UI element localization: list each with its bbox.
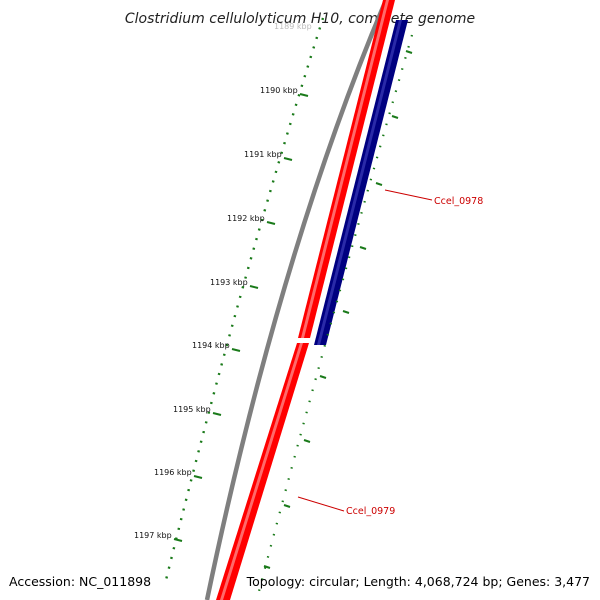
topology-text: Topology: circular; Length: 4,068,724 bp… bbox=[246, 574, 590, 589]
accession-text: Accession: NC_011898 bbox=[9, 574, 151, 589]
tick-label-top-partial: 1189 kbp bbox=[274, 22, 312, 31]
inner-major-ticks bbox=[173, 93, 309, 542]
gene-leader-line-ccel-0979 bbox=[297, 496, 345, 512]
tick-label: 1192 kbp bbox=[227, 214, 265, 223]
reverse-gene-highlight bbox=[317, 20, 402, 345]
tick-label: 1190 kbp bbox=[260, 86, 298, 95]
forward-gene-upper-highlight bbox=[301, 0, 389, 338]
tick-label: 1197 kbp bbox=[134, 531, 172, 540]
tick-label: 1195 kbp bbox=[173, 405, 211, 414]
gene-label-ccel-0978[interactable]: Ccel_0978 bbox=[434, 196, 483, 207]
gene-leader-line-ccel-0978 bbox=[384, 189, 433, 201]
forward-gene-lower-highlight bbox=[220, 343, 303, 600]
tick-label: 1191 kbp bbox=[244, 150, 282, 159]
gene-label-ccel-0979[interactable]: Ccel_0979 bbox=[346, 506, 395, 517]
tick-label: 1196 kbp bbox=[154, 468, 192, 477]
inner-ruler-dots bbox=[164, 17, 325, 581]
outer-major-ticks bbox=[263, 50, 413, 569]
genome-backbone bbox=[204, 0, 389, 600]
tick-label: 1194 kbp bbox=[192, 341, 230, 350]
tick-label: 1193 kbp bbox=[210, 278, 248, 287]
